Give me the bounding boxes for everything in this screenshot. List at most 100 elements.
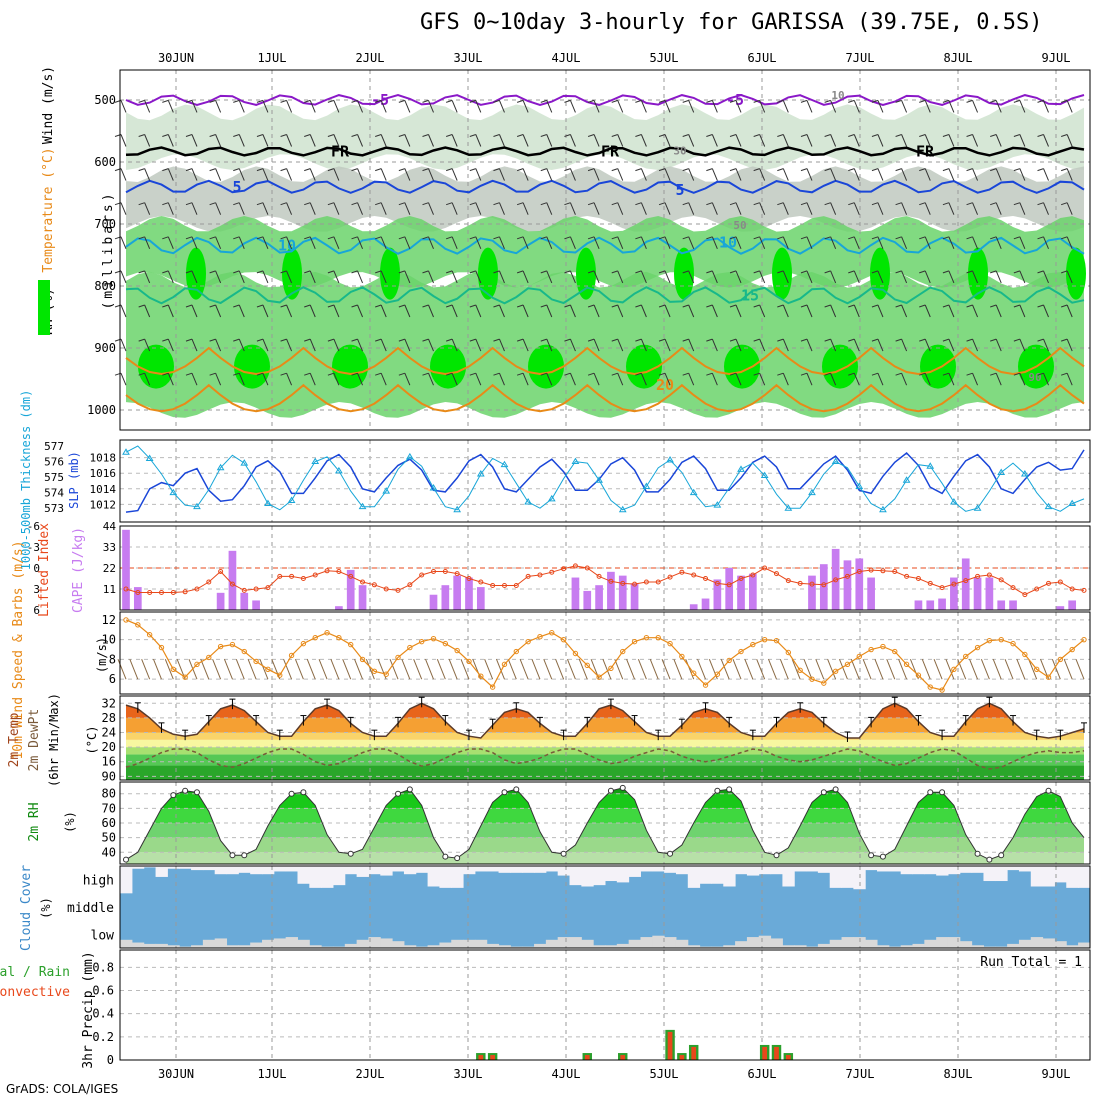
x-tick-label-top-1: 1JUL [258, 51, 287, 65]
wind-barb-staff [120, 202, 127, 215]
wind-barb-staff [1043, 168, 1049, 181]
wind-point-2 [146, 632, 153, 638]
wind-barb-staff [309, 168, 316, 181]
wind-barb-staff [782, 338, 789, 352]
wind-barb-staff [309, 304, 316, 318]
wind-barb-flag [777, 338, 784, 342]
wind-barb-staff [711, 100, 718, 113]
wind-barb-staff [948, 270, 955, 284]
precip-conv-bar-56 [785, 1055, 791, 1060]
wind-barb-flag [1013, 99, 1021, 103]
wind-barb-flag [280, 372, 287, 376]
cloud-high-gap-49 [699, 866, 712, 884]
wind-barb-flag [422, 372, 429, 376]
surface-barb-43 [626, 658, 636, 680]
wind-barb-staff [782, 270, 789, 284]
thickness-marker-14 [287, 496, 296, 503]
cape-bar-18 [335, 606, 343, 610]
wind-barb-staff [120, 373, 127, 386]
wind-barb-flag [611, 168, 618, 172]
wind-barb-staff [569, 100, 576, 113]
wind-barb-flag [304, 99, 311, 103]
cloud-high-gap-65 [888, 866, 902, 872]
li-point-54 [762, 565, 768, 571]
wind-barb-staff [380, 202, 387, 215]
rh-moist-blob-upper-8 [968, 247, 988, 300]
li-point-44 [643, 579, 649, 585]
thickness-marker-74 [997, 468, 1006, 475]
wind-barb-staff [806, 304, 813, 318]
thickness-marker-70 [950, 498, 958, 505]
wind-barb-staff [144, 373, 151, 386]
x-tick-label-bottom-6: 6JUL [748, 1067, 777, 1081]
wind-barb-staff [286, 373, 293, 386]
wind-point-60 [832, 668, 839, 674]
cape-bar-49 [701, 598, 710, 610]
thickness-line [125, 445, 1085, 512]
cloud-low-bar-78 [1042, 938, 1055, 948]
wind-barb-staff [924, 338, 931, 352]
wind-barb-flag [280, 134, 287, 137]
li-point-55 [773, 571, 779, 577]
wind-barb-flag [966, 338, 973, 342]
precip-conv-bar-55 [774, 1046, 779, 1060]
cloud-low-bar-66 [900, 945, 914, 948]
wind-barb-staff [380, 373, 387, 386]
li-point-17 [324, 568, 330, 574]
wind-barb-staff [167, 236, 174, 249]
wind-barb-flag [280, 304, 287, 308]
cape-bar-61 [843, 560, 852, 610]
li-point-51 [726, 582, 732, 588]
wind-barb-flag [919, 99, 926, 103]
surface-barb-3 [153, 658, 162, 680]
wind-barb-flag [516, 338, 524, 342]
wind-barb-flag [871, 134, 879, 137]
thickness-marker-16 [311, 457, 320, 465]
wind-barb-staff [215, 236, 222, 249]
thickness-marker-32 [500, 460, 509, 468]
surface-barb-35 [531, 658, 541, 680]
rh-tick-label-2: 60 [102, 816, 116, 830]
rh-tick-label-0: 80 [102, 787, 116, 801]
x-tick-label-bottom-2: 2JUL [356, 1067, 385, 1081]
wind-barb-staff [759, 373, 766, 386]
wind-point-46 [667, 640, 673, 647]
thickness-marker-58 [808, 488, 816, 496]
cloud-high-gap-51 [723, 866, 736, 887]
wind-barb-flag [422, 202, 429, 206]
thickness-marker-78 [1044, 502, 1053, 510]
wind-barb-flag [256, 168, 264, 172]
wind-barb-staff [830, 236, 837, 249]
cloud-high-gap-57 [794, 866, 807, 872]
precip-tick-label-1: 0.6 [92, 984, 114, 998]
rh-point-23 [395, 790, 402, 797]
slp-tick-label-1: 1016 [90, 467, 117, 480]
cloud-high-gap-5 [179, 866, 192, 869]
wind-point-22 [383, 671, 389, 677]
li-point-46 [667, 574, 673, 580]
rh-point-37 [560, 850, 567, 857]
wind-point-50 [714, 671, 721, 677]
rh-moist-blob-upper-2 [380, 247, 400, 300]
wind-barb-flag [990, 202, 997, 206]
wind-barb-staff [238, 168, 245, 181]
wind-barb-flag [777, 236, 784, 240]
li-point-8 [218, 569, 224, 574]
li-point-42 [620, 580, 626, 586]
wind-barb-staff [593, 168, 600, 181]
cape-bar-11 [252, 600, 260, 610]
cape-bar-69 [938, 598, 946, 610]
cloud-low-bar-42 [616, 943, 630, 948]
wind-barb-flag [209, 270, 216, 274]
wind-barb-staff [640, 270, 647, 284]
wind-barb-flag [209, 236, 216, 240]
cape-bar-10 [240, 592, 249, 610]
wind-barb-staff [286, 270, 293, 284]
cape-tick-label-3: 11 [103, 583, 116, 596]
wind-barb-flag [729, 270, 737, 274]
cape-bar-43 [630, 583, 639, 610]
rh-point-27 [442, 853, 449, 860]
li-point-65 [892, 569, 898, 574]
li-point-25 [419, 572, 425, 578]
cloud-high-gap-29 [463, 866, 476, 875]
